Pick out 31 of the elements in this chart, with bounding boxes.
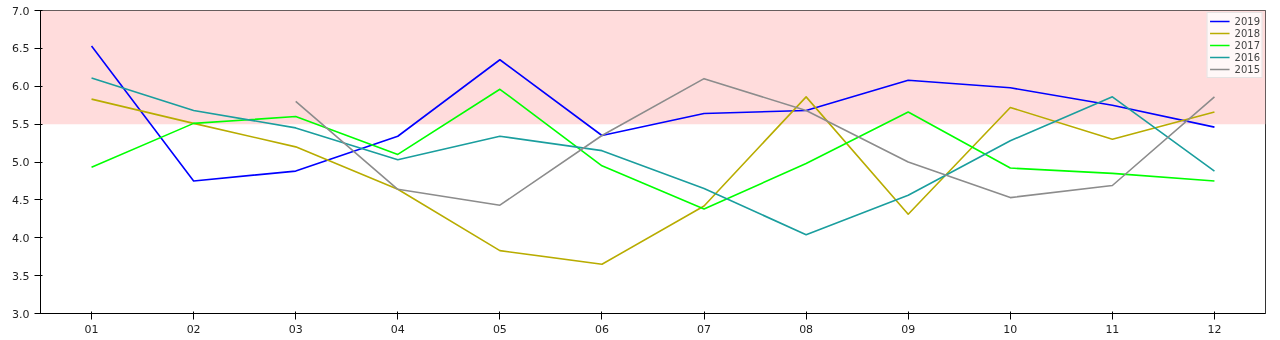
- x-tick-label: 11: [1105, 322, 1120, 336]
- line-series: [90, 96, 1216, 266]
- y-tick-label: 7.0: [12, 4, 30, 18]
- line-series: [294, 77, 1216, 206]
- x-tick-label: 03: [288, 322, 303, 336]
- y-tick-label: 5.0: [12, 156, 30, 169]
- y-tick-label: 3.5: [12, 269, 30, 283]
- y-tick-label: 6.5: [12, 42, 30, 56]
- legend-label: 2018: [1234, 27, 1260, 39]
- x-tick-label: 09: [901, 322, 916, 336]
- y-tick-label: 4.0: [12, 231, 30, 245]
- x-tick-label: 05: [492, 322, 507, 336]
- x-tick-label: 06: [594, 322, 609, 336]
- x-tick-label: 12: [1207, 322, 1222, 336]
- legend-label: 2019: [1234, 15, 1260, 27]
- line-series: [90, 45, 1216, 182]
- y-tick-label: 5.5: [12, 118, 30, 132]
- line-series: [90, 77, 1216, 236]
- x-tick-label: 07: [697, 322, 712, 336]
- x-tick-label: 08: [799, 322, 814, 336]
- x-tick-label: 01: [84, 322, 99, 336]
- y-tick-label: 6.0: [12, 80, 30, 94]
- x-tick-label: 02: [186, 322, 201, 336]
- line-series: [90, 88, 1216, 210]
- legend-label: 2017: [1234, 39, 1260, 51]
- legend-label: 2016: [1234, 51, 1260, 63]
- y-tick-label: 3.0: [12, 307, 30, 321]
- legend-label: 2015: [1234, 63, 1260, 75]
- y-tick-label: 4.5: [12, 193, 30, 207]
- x-tick-label: 10: [1003, 322, 1018, 336]
- x-tick-label: 04: [390, 322, 405, 336]
